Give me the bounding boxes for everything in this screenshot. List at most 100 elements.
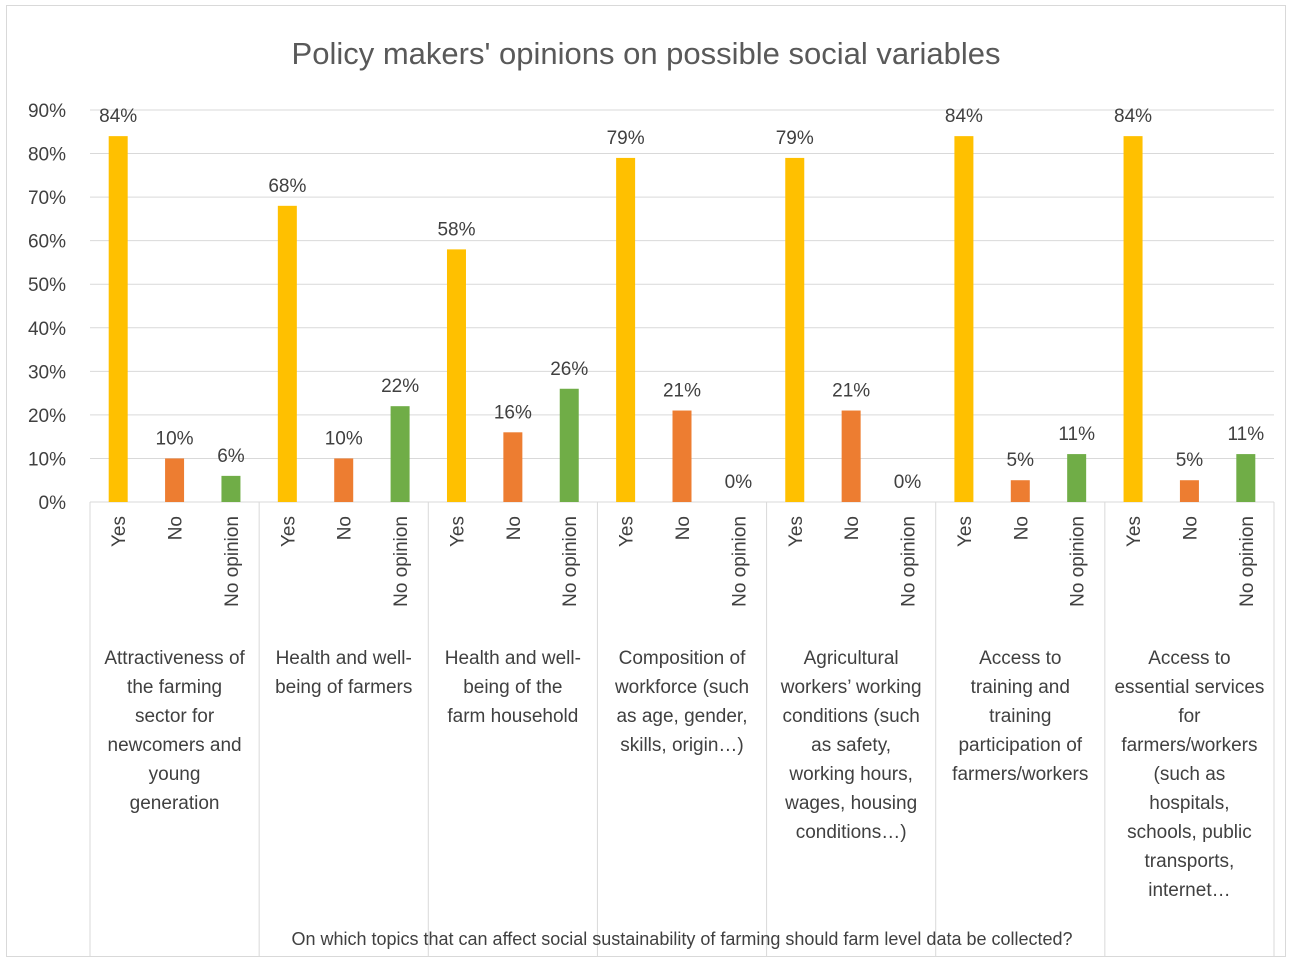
category-label-line: for [1178, 706, 1201, 727]
y-tick-label: 20% [28, 406, 66, 427]
y-tick-label: 70% [28, 188, 66, 209]
chart-title: Policy makers' opinions on possible soci… [291, 36, 1001, 71]
data-label: 6% [217, 446, 245, 467]
data-label: 0% [894, 472, 922, 493]
data-label: 84% [1114, 106, 1152, 127]
category-label: Attractiveness of the farming sector for ne… [90, 644, 259, 818]
y-tick-label: 90% [28, 101, 66, 122]
subcategory-label: No [673, 516, 694, 540]
category-label-line: participation of [958, 735, 1083, 756]
bar [1067, 454, 1087, 502]
bar [446, 249, 466, 502]
bar [785, 157, 805, 502]
category-label-line: being of the [463, 677, 563, 698]
data-label: 84% [99, 106, 137, 127]
category-label-line: workforce (such [614, 677, 750, 698]
data-label: 10% [325, 428, 363, 449]
bar [503, 432, 523, 502]
category-label-line: wages, housing [785, 793, 918, 814]
subcategory-label: No [504, 516, 525, 540]
subcategory-label: Yes [278, 516, 299, 547]
subcategory-label: No opinion [222, 516, 243, 607]
bar [390, 406, 410, 502]
category-label-line: Agricultural [803, 648, 899, 669]
category-label: Composition of workforce (such as age, gen… [597, 644, 766, 760]
subcategory-label: No [842, 516, 863, 540]
subcategory-label: No opinion [729, 516, 750, 607]
category-label-line: schools, public [1127, 822, 1252, 843]
subcategory-label: No opinion [560, 516, 581, 607]
data-label: 10% [156, 428, 194, 449]
category-label: Access to essential services for farmers/wo… [1105, 644, 1274, 905]
category-label: Access to training and training participati… [936, 644, 1105, 789]
bar [1010, 480, 1030, 502]
subcategory-label: Yes [786, 516, 807, 547]
category-label-line: newcomers and [107, 735, 242, 756]
bar [954, 136, 974, 502]
subcategory-label: No opinion [899, 516, 920, 607]
data-label: 79% [776, 128, 814, 149]
category-label-line: essential services [1114, 677, 1265, 698]
category-label-line: internet… [1148, 880, 1231, 901]
bar [1123, 136, 1143, 502]
y-tick-label: 40% [28, 319, 66, 340]
category-label-line: sector for [134, 706, 215, 727]
data-label: 0% [725, 472, 753, 493]
data-label: 84% [945, 106, 983, 127]
data-label: 21% [663, 381, 701, 402]
data-label: 21% [832, 381, 870, 402]
category-label-line: farmers/workers [1121, 735, 1258, 756]
subcategory-label: Yes [1124, 516, 1145, 547]
category-label: Health and well-being of the farm househo… [428, 644, 597, 731]
bar [108, 136, 128, 502]
bar [559, 388, 579, 502]
y-tick-label: 10% [28, 449, 66, 470]
category-label-line: generation [129, 793, 220, 814]
category-label-line: transports, [1144, 851, 1235, 872]
category-label-line: (such as [1153, 764, 1226, 785]
bar [841, 410, 861, 502]
data-label: 22% [381, 376, 419, 397]
subcategory-label: No [1011, 516, 1032, 540]
category-label-line: as safety, [811, 735, 892, 756]
category-label-line: working hours, [789, 764, 913, 785]
y-tick-label: 30% [28, 362, 66, 383]
data-label: 11% [1227, 424, 1264, 445]
category-label-line: young [148, 764, 201, 785]
bar [165, 458, 185, 502]
subcategory-label: No [1180, 516, 1201, 540]
y-tick-label: 50% [28, 275, 66, 296]
y-tick-label: 0% [39, 493, 67, 514]
bar [616, 157, 636, 502]
category-label-line: Health and well- [444, 648, 581, 669]
category-label-line: hospitals, [1149, 793, 1230, 814]
data-label: 5% [1176, 450, 1204, 471]
subcategory-label: Yes [955, 516, 976, 547]
data-label: 79% [607, 128, 645, 149]
data-label: 5% [1007, 450, 1035, 471]
bar [672, 410, 692, 502]
data-label: 58% [437, 219, 475, 240]
bar [277, 205, 297, 503]
category-label-line: training [989, 706, 1052, 727]
data-label: 16% [494, 402, 532, 423]
y-tick-label: 60% [28, 232, 66, 253]
y-tick-label: 80% [28, 145, 66, 166]
category-label-line: Health and well- [275, 648, 412, 669]
category-label-line: conditions (such [782, 706, 920, 727]
category-label-line: Access to [1148, 648, 1231, 669]
category-label-line: Composition of [618, 648, 746, 669]
category-label-line: workers’ working [780, 677, 922, 698]
bar [1179, 480, 1199, 502]
bar [334, 458, 354, 502]
category-label-line: as age, gender, [616, 706, 748, 727]
category-label: Health and well-being of farmers [259, 644, 428, 702]
category-label-line: Attractiveness of [104, 648, 245, 669]
category-label-line: the farming [127, 677, 223, 698]
subcategory-label: No opinion [1237, 516, 1258, 607]
category-label-line: training and [970, 677, 1070, 698]
subcategory-label: Yes [617, 516, 638, 547]
x-axis-title: On which topics that can affect social s… [291, 929, 1073, 949]
